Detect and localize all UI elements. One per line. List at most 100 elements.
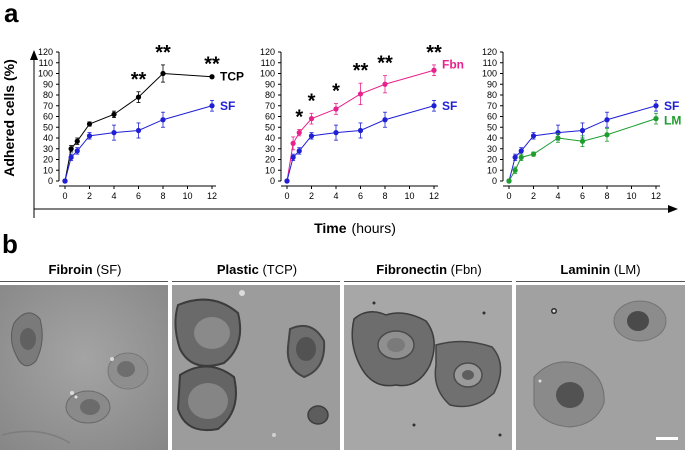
x-tick-label: 0 — [62, 191, 67, 201]
scale-bar — [656, 437, 678, 440]
y-tick-label: 50 — [43, 122, 53, 132]
micrograph-laminin — [516, 285, 685, 450]
point-sf — [68, 154, 74, 160]
point-sf — [111, 130, 117, 136]
point-fbn — [431, 67, 437, 73]
y-tick-label: 30 — [265, 144, 275, 154]
point-sf — [518, 148, 524, 154]
x-tick-label: 6 — [136, 191, 141, 201]
y-tick-label: 50 — [487, 122, 497, 132]
point-sf — [512, 154, 518, 160]
x-tick-label: 4 — [111, 191, 116, 201]
y-tick-label: 60 — [487, 112, 497, 122]
y-tick-label: 10 — [487, 165, 497, 175]
point-sf — [382, 117, 388, 123]
x-tick-label: 6 — [358, 191, 363, 201]
point-lm — [604, 132, 610, 138]
significance-mark: * — [295, 106, 303, 128]
y-tick-label: 20 — [487, 155, 497, 165]
x-tick-label: 12 — [651, 191, 661, 201]
x-tick-label: 6 — [580, 191, 585, 201]
point-sf — [333, 130, 339, 136]
series-label-lm: LM — [664, 114, 681, 128]
point-sf — [74, 148, 80, 154]
point-tcp — [209, 74, 215, 80]
x-tick-label: 4 — [333, 191, 338, 201]
point-fbn — [296, 130, 302, 136]
x-tick-label: 8 — [382, 191, 387, 201]
y-tick-label: 40 — [43, 133, 53, 143]
y-tick-label: 120 — [260, 47, 275, 57]
point-tcp — [86, 121, 93, 127]
micrograph-plastic-image — [172, 285, 340, 450]
point-fbn — [382, 81, 388, 87]
significance-mark: * — [308, 90, 316, 112]
x-tick-label: 10 — [182, 191, 192, 201]
y-tick-label: 10 — [265, 165, 275, 175]
x-tick-label: 2 — [531, 191, 536, 201]
y-tick-label: 100 — [482, 69, 497, 79]
panel-b-letter: b — [2, 229, 18, 259]
series-label-sf: SF — [220, 99, 235, 113]
y-tick-label: 110 — [39, 58, 53, 68]
micro-title-rest: (LM) — [613, 262, 641, 277]
y-tick-label: 110 — [261, 58, 275, 68]
x-axis-label-unit: (hours) — [352, 220, 396, 236]
y-tick-label: 60 — [43, 112, 53, 122]
micro-rule — [0, 281, 168, 282]
micro-title-plastic: Plastic (TCP) — [172, 262, 342, 282]
significance-mark: ** — [377, 53, 393, 75]
point-sf — [284, 178, 290, 184]
y-tick-label: 90 — [487, 79, 497, 89]
micrograph-fibronectin — [344, 285, 512, 450]
micro-title-rest: (Fbn) — [450, 262, 482, 277]
point-fbn — [290, 140, 296, 146]
significance-mark: ** — [204, 54, 220, 76]
y-tick-label: 80 — [265, 90, 275, 100]
micro-title-rest: (SF) — [96, 262, 122, 277]
micro-rule — [172, 281, 340, 282]
point-sf — [296, 148, 302, 154]
point-lm — [512, 167, 518, 173]
point-sf — [653, 103, 659, 109]
point-fbn — [357, 91, 364, 97]
micro-title-bold: Fibroin — [48, 262, 93, 277]
micro-title-fibronectin: Fibronectin (Fbn) — [344, 262, 514, 282]
point-tcp — [111, 111, 117, 117]
y-tick-label: 40 — [265, 133, 275, 143]
series-line-sf — [286, 105, 435, 182]
x-axis-label-bold: Time — [314, 220, 347, 236]
x-tick-label: 10 — [626, 191, 636, 201]
y-tick-label: 30 — [487, 144, 497, 154]
micrograph-fibronectin-image — [344, 285, 512, 450]
y-tick-label: 100 — [38, 69, 53, 79]
y-tick-label: 30 — [43, 144, 53, 154]
significance-mark: ** — [131, 69, 147, 91]
y-tick-label: 70 — [43, 101, 53, 111]
point-fbn — [308, 116, 315, 122]
y-tick-label: 0 — [48, 176, 53, 186]
y-tick-label: 90 — [43, 79, 53, 89]
micro-title-bold: Plastic — [216, 262, 259, 277]
y-tick-label: 70 — [265, 101, 275, 111]
point-lm — [506, 178, 512, 184]
y-tick-label: 60 — [265, 112, 275, 122]
y-tick-label: 10 — [43, 165, 53, 175]
point-sf — [530, 133, 537, 139]
x-tick-label: 12 — [207, 191, 217, 201]
y-tick-label: 110 — [483, 58, 497, 68]
micro-title-bold: Laminin — [560, 262, 611, 277]
y-tick-label: 90 — [265, 79, 275, 89]
x-axis-label: Time (hours) — [314, 220, 396, 236]
x-tick-label: 8 — [160, 191, 165, 201]
point-lm — [530, 151, 537, 157]
point-sf — [604, 117, 610, 123]
micro-rule — [344, 281, 512, 282]
micrograph-fibroin-image — [0, 285, 168, 450]
x-tick-label: 2 — [87, 191, 92, 201]
point-sf — [308, 133, 315, 139]
y-tick-label: 20 — [43, 155, 53, 165]
point-tcp — [74, 138, 80, 144]
